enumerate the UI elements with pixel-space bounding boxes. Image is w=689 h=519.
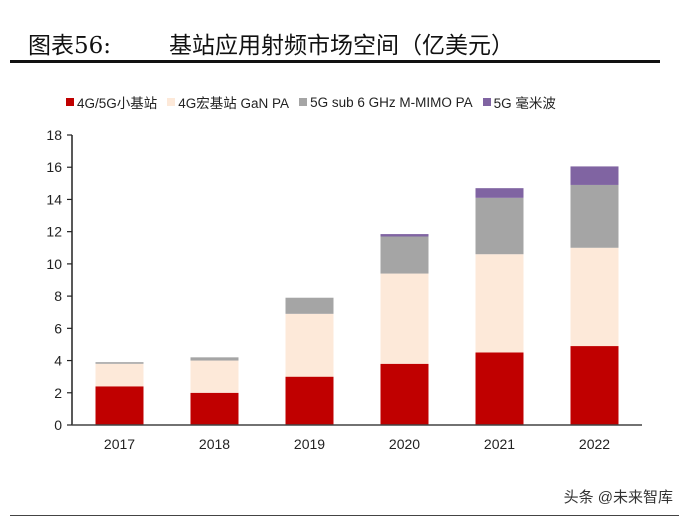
bar-segment xyxy=(95,362,144,364)
legend-label: 4G宏基站 GaN PA xyxy=(178,96,290,111)
x-tick-label: 2022 xyxy=(579,436,610,452)
legend: 4G/5G小基站 4G宏基站 GaN PA 5G sub 6 GHz M-MIM… xyxy=(66,92,556,112)
legend-item: 5G 毫米波 xyxy=(482,92,556,112)
legend-swatch xyxy=(66,98,74,106)
y-tick-label: 16 xyxy=(46,159,62,175)
bar-segment xyxy=(380,273,429,364)
y-tick-label: 14 xyxy=(46,191,62,207)
figure-number: 图表56: xyxy=(28,33,112,59)
bar-segment xyxy=(570,247,619,347)
bar-segment xyxy=(570,166,619,185)
bar-segment xyxy=(570,346,619,425)
y-tick-label: 12 xyxy=(46,224,62,240)
bar-segment xyxy=(570,184,619,248)
bar-segment xyxy=(190,360,239,393)
y-tick-label: 18 xyxy=(46,127,62,143)
x-tick-label: 2017 xyxy=(104,436,135,452)
legend-swatch xyxy=(167,98,176,106)
figure-title: 图表56: 基站应用射频市场空间（亿美元） xyxy=(28,26,514,60)
legend-label: 5G sub 6 GHz M-MIMO PA xyxy=(310,94,473,110)
legend-label: 5G 毫米波 xyxy=(493,96,556,111)
x-tick-label: 2019 xyxy=(294,436,325,452)
bar-segment xyxy=(190,357,239,361)
bar-segment xyxy=(380,234,429,237)
legend-item: 4G宏基站 GaN PA xyxy=(167,92,289,112)
chart-title: 基站应用射频市场空间（亿美元） xyxy=(169,33,515,59)
bar-segment xyxy=(95,363,144,387)
legend-swatch xyxy=(482,98,491,106)
legend-swatch xyxy=(299,98,308,106)
x-tick-label: 2021 xyxy=(484,436,515,452)
title-divider xyxy=(10,60,660,63)
y-tick-label: 6 xyxy=(54,320,62,336)
bar-segment xyxy=(475,352,524,425)
bar-segment xyxy=(475,188,524,198)
legend-item: 5G sub 6 GHz M-MIMO PA xyxy=(299,92,473,112)
bar-segment xyxy=(190,392,239,425)
bar-segment xyxy=(285,297,334,314)
bar-segment xyxy=(380,363,429,425)
y-tick-label: 0 xyxy=(54,417,62,433)
bar-segment xyxy=(380,236,429,274)
bar-segment xyxy=(95,386,144,425)
legend-item: 4G/5G小基站 xyxy=(66,92,157,112)
legend-label: 4G/5G小基站 xyxy=(77,96,158,111)
bar-segment xyxy=(285,313,334,377)
bar-segment xyxy=(285,376,334,425)
x-tick-label: 2020 xyxy=(389,436,420,452)
x-tick-label: 2018 xyxy=(199,436,230,452)
y-tick-label: 8 xyxy=(54,288,62,304)
y-tick-label: 2 xyxy=(54,385,62,401)
bar-segment xyxy=(475,254,524,353)
y-tick-label: 10 xyxy=(46,256,62,272)
bottom-divider xyxy=(10,515,679,516)
bar-segment xyxy=(475,197,524,255)
y-tick-label: 4 xyxy=(54,353,62,369)
watermark: 头条 @未来智库 xyxy=(563,489,673,506)
